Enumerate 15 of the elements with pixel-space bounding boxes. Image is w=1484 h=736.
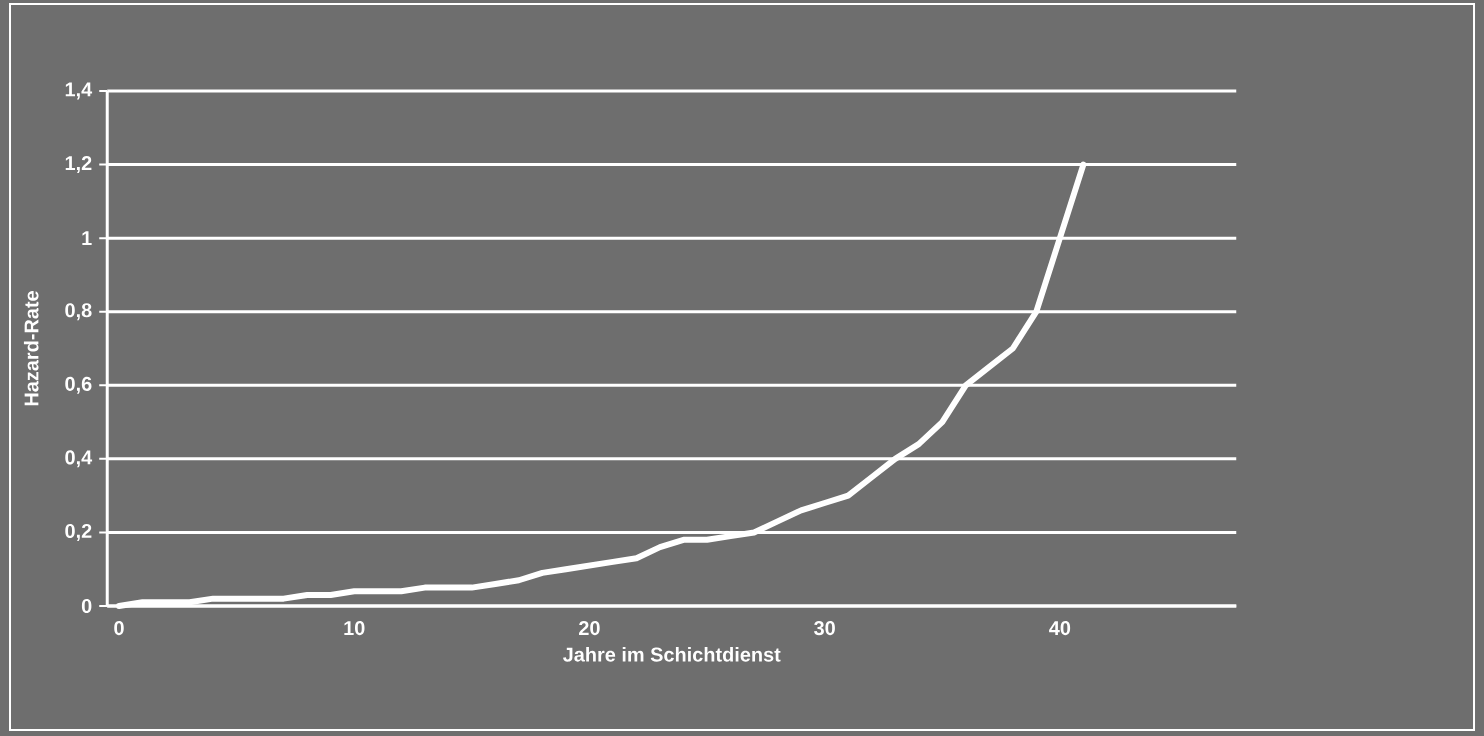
- y-tick-label: 0,2: [65, 523, 92, 541]
- y-tick-label: 1,4: [65, 82, 93, 100]
- x-tick-label: 20: [579, 621, 600, 636]
- x-axis-title: Jahre im Schichtdienst: [562, 647, 781, 662]
- y-tick-label: 1: [82, 231, 92, 245]
- y-tick-label: 0,4: [65, 450, 93, 468]
- x-tick-label: 30: [814, 621, 835, 636]
- x-tick-label: 40: [1049, 621, 1071, 636]
- x-tick-label: 10: [344, 621, 365, 636]
- y-tick-label: 0,6: [65, 376, 92, 394]
- y-tick-label: 1,2: [65, 156, 92, 174]
- y-tick-label: 0: [81, 598, 92, 614]
- y-tick-label: 0,8: [65, 303, 92, 321]
- y-axis-title: Hazard-Rate: [23, 291, 39, 406]
- x-tick-label: 0: [114, 621, 124, 636]
